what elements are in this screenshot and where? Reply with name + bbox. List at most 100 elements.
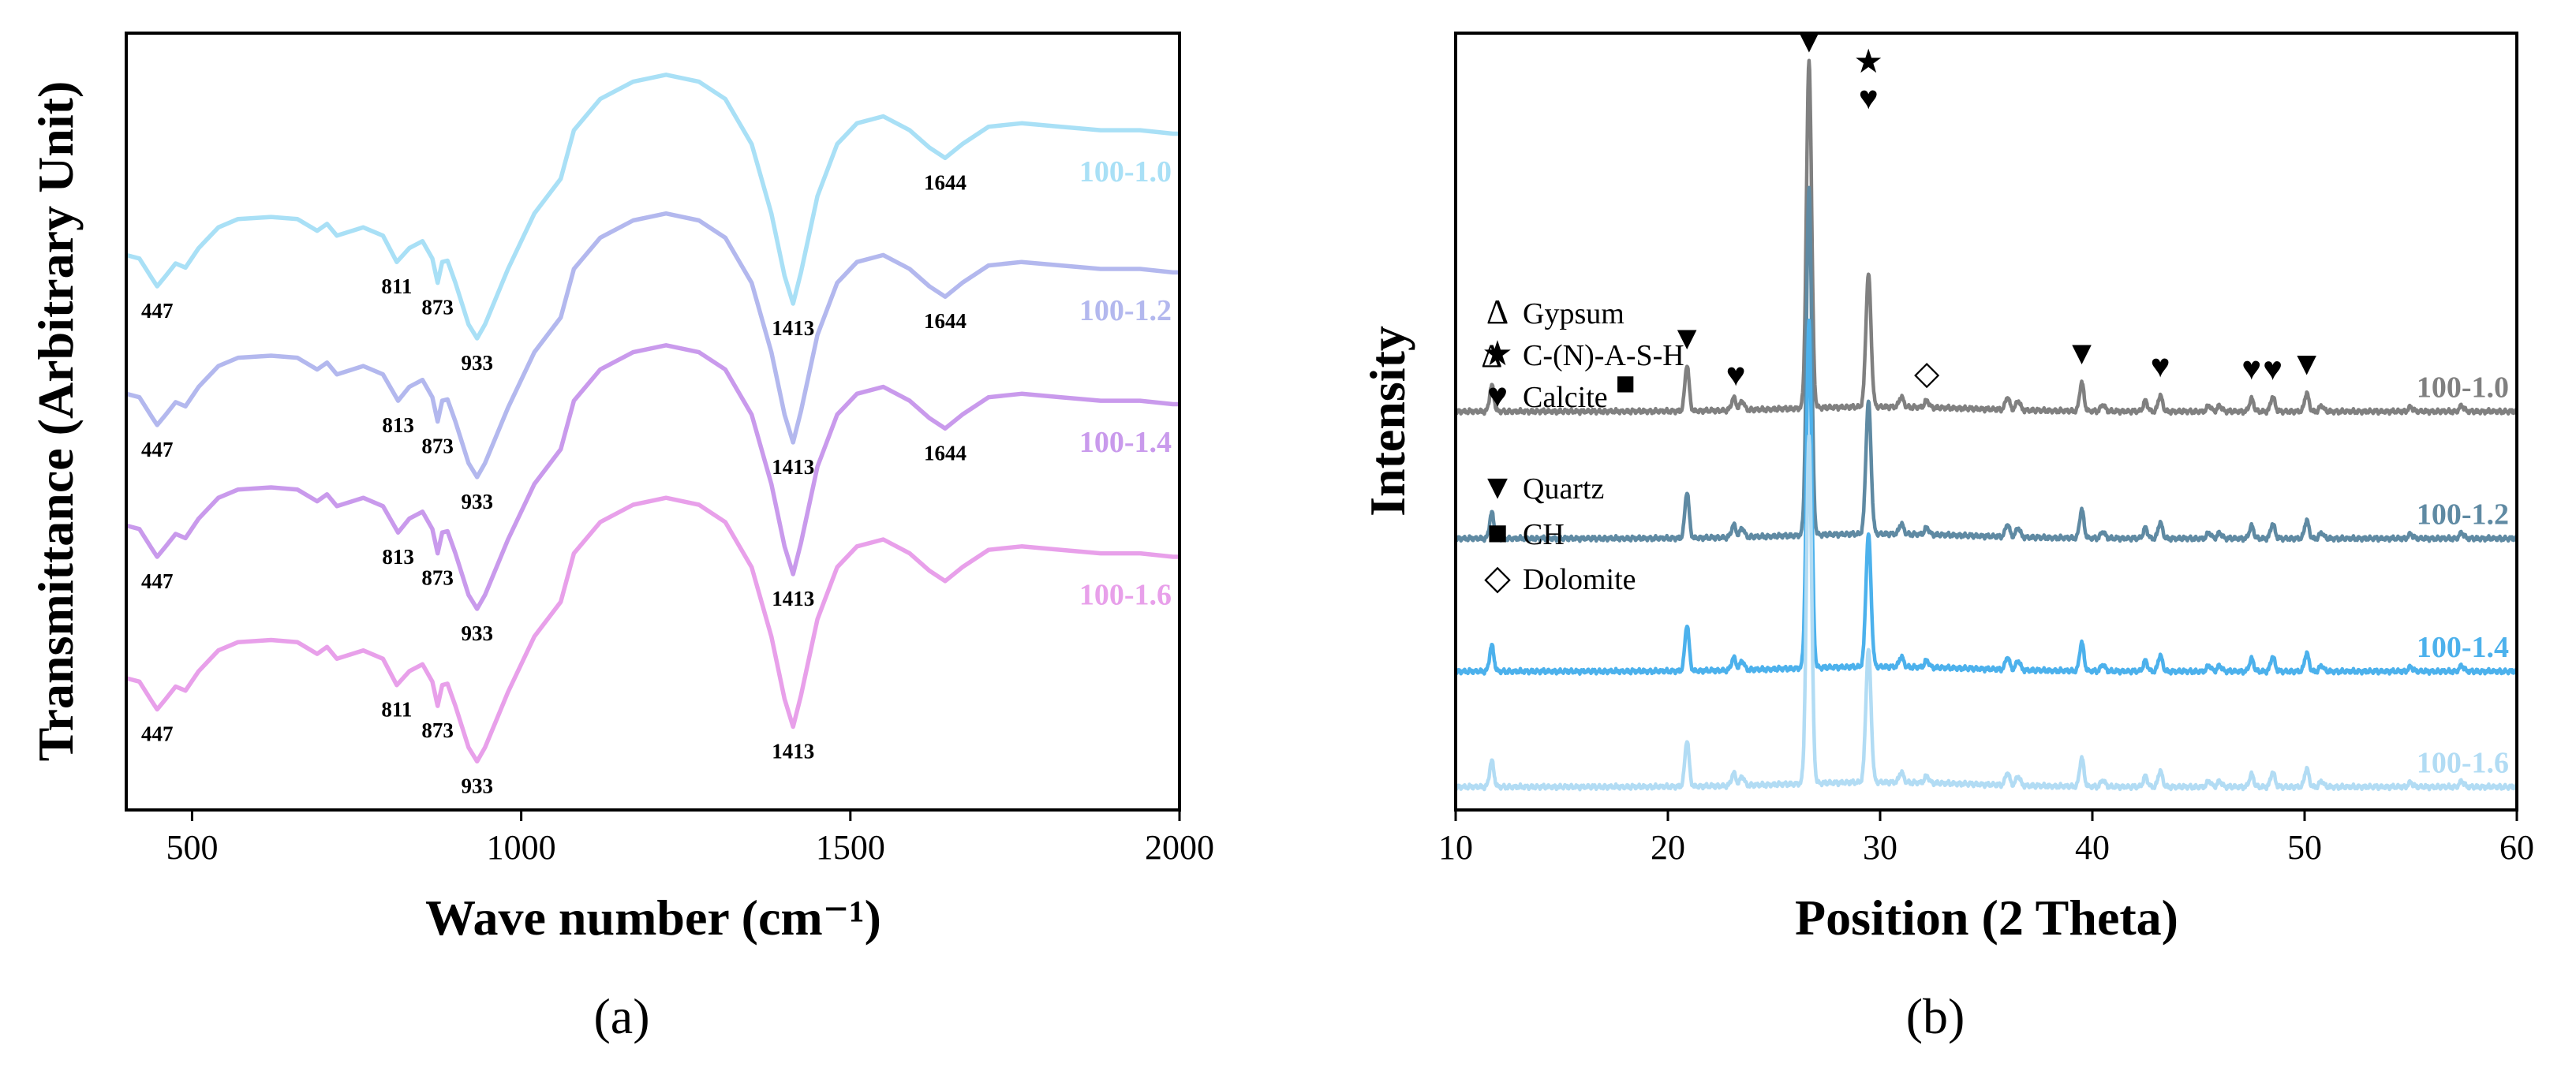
legend-symbol: ■ [1487,513,1509,552]
ftir-x-ticks: 500 1000 1500 2000 [166,810,1214,867]
ftir-series-line-100-1-2 [125,211,1180,480]
xrd-panel: Δ■▼♥▼★♥◇▼ ♥ ♥ ♥ ▼ 100-1.0100-1.2100-1.4100-1… [1359,24,2534,1044]
legend-item-CH: ■ CH [1487,513,1565,552]
ftir-x-tick-label: 1500 [816,828,885,867]
ftir-peak-label: 873 [421,718,454,742]
xrd-series-label-100-1-2: 100-1.2 [2417,498,2509,531]
ftir-peak-label: 447 [141,569,174,593]
xrd-series-labels: 100-1.0 100-1.2 100-1.4 100-1.6 [2417,371,2509,779]
ftir-series-label-100-1-0: 100-1.0 [1079,155,1172,188]
xrd-phase-marker: ▼ [1793,24,1826,60]
ftir-y-axis-title: Transmittance (Arbitrary Unit) [28,81,84,762]
ftir-series-labels: 100-1.0 100-1.2 100-1.4 100-1.6 [1079,155,1172,611]
xrd-phase-marker: ◇ [1914,356,1940,392]
xrd-series-line-100-1-0 [1454,58,2518,416]
ftir-x-tick-label: 2000 [1145,828,1214,867]
ftir-peak-label: 1413 [772,316,814,340]
ftir-x-tick-label: 1000 [487,828,556,867]
xrd-plot-frame [1454,32,2518,812]
ftir-series-label-100-1-2: 100-1.2 [1079,294,1172,327]
legend-symbol: ◇ [1484,558,1511,597]
xrd-series-label-100-1-0: 100-1.0 [2417,371,2509,404]
xrd-x-tick-label: 10 [1438,828,1473,867]
ftir-peak-label: 873 [421,566,454,590]
xrd-series-line-100-1-6 [1454,434,2518,792]
ftir-peak-label: 873 [421,435,454,458]
xrd-y-axis-title: Intensity [1359,326,1415,517]
ftir-peak-label: 811 [381,274,412,298]
xrd-phase-marker: ♥ [1859,80,1879,117]
ftir-panel-label: (a) [593,988,649,1044]
xrd-phase-marker: ■ [1616,366,1636,402]
xrd-series-line-100-1-2 [1454,185,2518,543]
xrd-x-tick-label: 50 [2287,828,2322,867]
legend-item-C-N-A-S-H: ★ C-(N)-A-S-H [1482,334,1684,373]
xrd-phase-markers: Δ■▼♥▼★♥◇▼ ♥ ♥ ♥ ▼ [1481,24,2323,402]
legend-symbol: ▼ [1480,468,1515,506]
xrd-phase-marker: ♥ [1726,357,1746,394]
ftir-peak-label: 813 [382,545,414,569]
legend-label: CH [1523,518,1565,551]
ftir-peak-label: 933 [461,774,493,797]
ftir-panel: 447 811 873 933 1413 1644 447 813 873 933 1413 1644… [28,32,1214,1044]
ftir-series-label-100-1-4: 100-1.4 [1079,426,1172,459]
xrd-phase-marker: ▼ [1670,321,1703,357]
legend-label: Quartz [1523,472,1604,506]
ftir-peak-labels: 447 811 873 933 1413 1644 447 813 873 933 1413 1644… [141,170,966,797]
ftir-series-line-100-1-0 [125,73,1180,341]
xrd-phase-marker: ♥ [2241,351,2261,387]
ftir-peak-label: 1413 [772,739,814,763]
ftir-peak-label: 1644 [924,170,966,194]
legend-item-Gypsum: Δ Gypsum [1486,293,1624,331]
ftir-series-line-100-1-4 [125,343,1180,611]
legend-symbol: Δ [1486,293,1509,331]
ftir-peak-label: 447 [141,299,174,323]
ftir-x-axis-title: Wave number (cm⁻¹) [425,890,881,946]
xrd-series-label-100-1-4: 100-1.4 [2417,631,2509,664]
legend-label: Calcite [1523,381,1608,414]
ftir-series-group [125,73,1180,764]
legend-symbol: ♥ [1487,376,1508,415]
ftir-series-line-100-1-6 [125,495,1180,764]
ftir-x-tick-label: 500 [166,828,218,867]
xrd-x-tick-label: 30 [1863,828,1897,867]
legend-symbol: ★ [1482,334,1512,373]
xrd-series-label-100-1-6: 100-1.6 [2417,746,2509,779]
ftir-peak-label: 447 [141,438,174,461]
xrd-phase-marker: ▼ [2290,346,2324,382]
xrd-phase-marker: Δ [1481,339,1502,375]
xrd-x-axis-title: Position (2 Theta) [1795,890,2178,946]
legend-item-Dolomite: ◇ Dolomite [1484,558,1636,597]
ftir-peak-label: 933 [461,490,493,513]
ftir-peak-label: 1413 [772,455,814,479]
legend-item-Quartz: ▼ Quartz [1480,468,1604,506]
ftir-plot-frame [125,32,1181,812]
xrd-phase-marker: ♥ [2151,349,2170,385]
ftir-peak-label: 933 [461,621,493,645]
ftir-peak-label: 811 [381,698,412,722]
xrd-phase-marker: ♥ [2263,351,2283,387]
ftir-peak-label: 873 [421,296,454,319]
ftir-peak-label: 447 [141,722,174,745]
ftir-peak-label: 813 [382,413,414,437]
xrd-x-tick-label: 40 [2075,828,2110,867]
xrd-legend: Δ Gypsum ★ C-(N)-A-S-H ♥ Calcite ▼ Quartz ■ CH ◇ Do… [1480,293,1684,597]
ftir-peak-label: 1644 [924,441,966,465]
xrd-series-group [1454,58,2518,792]
ftir-peak-label: 1413 [772,587,814,610]
xrd-x-tick-label: 60 [2499,828,2534,867]
legend-label: Dolomite [1523,563,1636,596]
legend-item-Calcite: ♥ Calcite [1487,376,1608,415]
ftir-peak-label: 1644 [924,309,966,333]
legend-label: C-(N)-A-S-H [1523,339,1684,372]
xrd-phase-marker: ▼ [2066,335,2099,371]
legend-label: Gypsum [1523,297,1624,330]
xrd-x-tick-label: 20 [1651,828,1685,867]
xrd-panel-label: (b) [1906,988,1965,1044]
ftir-peak-label: 933 [461,351,493,375]
xrd-series-line-100-1-4 [1454,319,2518,676]
xrd-phase-marker: ★ [1853,44,1883,80]
xrd-x-ticks: 10 20 30 40 50 60 [1438,810,2534,867]
ftir-series-label-100-1-6: 100-1.6 [1079,578,1172,611]
